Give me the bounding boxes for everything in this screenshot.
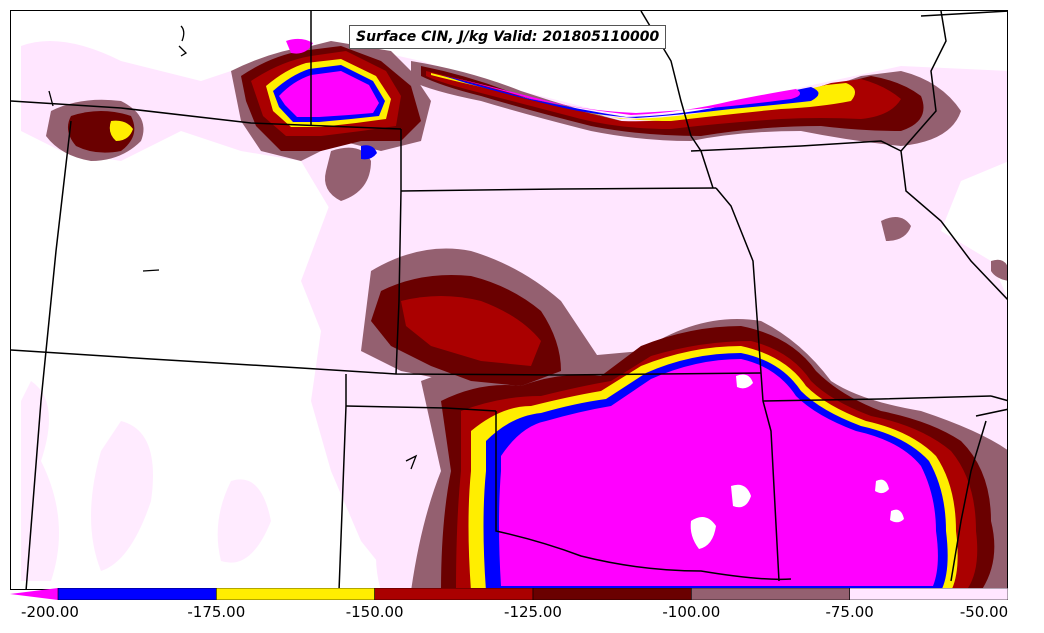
colorbar-tick-label: -125.00 xyxy=(504,603,562,621)
colorbar-tick-label: -150.00 xyxy=(345,603,404,621)
cin-shading-white-holes xyxy=(690,374,904,549)
map-panel: Surface CIN, J/kg Valid: 201805110000 xyxy=(10,10,1008,590)
colorbar-tick-label: -100.00 xyxy=(662,603,721,621)
cin-map xyxy=(11,11,1007,589)
colorbar-tick-label: -175.00 xyxy=(187,603,246,621)
map-title: Surface CIN, J/kg Valid: 201805110000 xyxy=(349,25,667,49)
colorbar-underflow-triangle xyxy=(10,588,58,600)
colorbar xyxy=(10,588,1008,600)
colorbar-segment xyxy=(57,588,217,600)
lake-outlines xyxy=(48,25,418,470)
colorbar-segment xyxy=(374,588,534,600)
colorbar-tick-label: -75.00 xyxy=(825,603,874,621)
colorbar-segment xyxy=(849,588,1008,600)
colorbar-segment xyxy=(691,588,850,600)
cin-shading-magenta xyxy=(279,38,938,586)
colorbar-segment xyxy=(216,588,375,600)
state-boundaries xyxy=(11,11,1007,589)
colorbar-tick-label: -50.00 xyxy=(959,603,1009,621)
colorbar-tick-label: -200.00 xyxy=(21,603,79,621)
colorbar-segment xyxy=(532,588,692,600)
colorbar-segments xyxy=(57,588,1008,600)
